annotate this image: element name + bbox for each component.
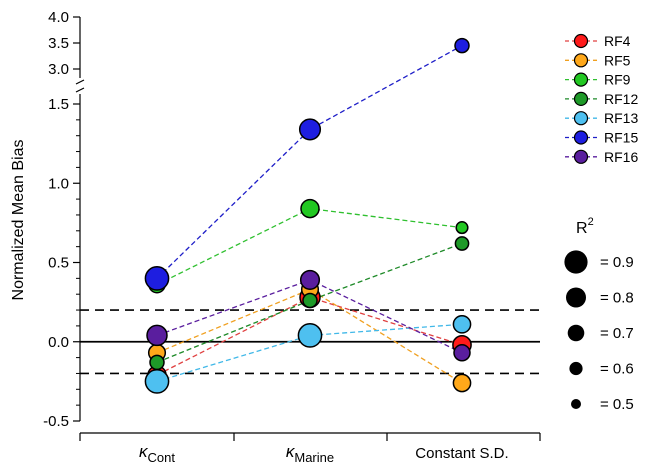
- y-axis-label: Normalized Mean Bias: [10, 140, 27, 301]
- data-points: [144, 37, 472, 394]
- x-tick-label: Constant S.D.: [415, 445, 508, 462]
- axis-break-mark: [75, 87, 85, 93]
- x-tick-label: κMarine: [286, 442, 334, 465]
- legend-marker: [573, 111, 589, 126]
- point-rf12: [454, 236, 470, 251]
- y-tick-label: 4.0: [48, 9, 69, 26]
- point-rf15: [298, 118, 322, 141]
- point-rf13: [144, 369, 170, 394]
- point-rf9: [455, 221, 469, 235]
- y-tick-label: 3.0: [48, 61, 69, 78]
- point-rf16: [299, 269, 321, 290]
- size-legend-marker: [564, 250, 588, 274]
- size-legend-title: R2: [576, 216, 594, 237]
- legend-label: RF16: [604, 149, 638, 165]
- series-line-rf5: [156, 288, 463, 384]
- legend-label: RF4: [604, 33, 631, 49]
- legend-marker: [573, 91, 589, 107]
- point-rf13: [452, 314, 472, 334]
- size-legend-label: = 0.7: [600, 325, 634, 342]
- y-tick-label: -0.5: [43, 413, 69, 430]
- point-rf12: [302, 292, 318, 309]
- size-legend-marker: [569, 361, 583, 376]
- point-rf16: [146, 324, 168, 347]
- legend-label: RF9: [604, 72, 631, 88]
- point-rf13: [297, 323, 323, 348]
- size-legend-marker: [566, 287, 586, 308]
- axes: -0.5 0.0 0.5 1.0 1.5 3.0 3.5 4.0 κCont κMarine Con…: [43, 9, 541, 465]
- legend-marker: [573, 53, 589, 68]
- size-legend-label: = 0.6: [600, 361, 634, 378]
- point-rf5: [452, 373, 472, 393]
- y-tick-label: 3.5: [48, 35, 69, 52]
- series-line-rf12: [156, 242, 463, 364]
- size-legend: R2 = 0.9 = 0.8 = 0.7 = 0.6 = 0.5: [564, 216, 634, 413]
- legend-marker: [573, 130, 589, 145]
- size-legend-marker: [571, 399, 581, 409]
- y-tick-label: 1.5: [48, 96, 69, 113]
- axis-break-mark: [75, 79, 85, 85]
- point-rf16: [453, 344, 471, 362]
- point-rf15: [454, 37, 470, 54]
- point-rf9: [300, 198, 320, 219]
- size-legend-label: = 0.5: [600, 396, 634, 413]
- size-legend-marker: [567, 324, 585, 342]
- series-line-rf15: [156, 45, 463, 279]
- legend-marker: [573, 33, 589, 49]
- y-tick-label: 1.0: [48, 175, 69, 192]
- size-legend-label: = 0.9: [600, 254, 634, 271]
- legend-label: RF13: [604, 110, 638, 126]
- point-rf15: [144, 266, 170, 291]
- size-legend-label: = 0.8: [600, 290, 634, 307]
- legend-marker: [573, 149, 589, 164]
- point-rf12: [149, 354, 165, 371]
- legend-label: RF5: [604, 52, 631, 68]
- legend-label: RF12: [604, 91, 638, 107]
- y-tick-label: 0.5: [48, 255, 69, 272]
- legend: RF4 RF5 RF9 RF12 RF13 RF15 RF16: [565, 33, 638, 165]
- legend-marker: [573, 72, 589, 87]
- x-tick-label: κCont: [139, 442, 175, 465]
- y-tick-label: 0.0: [48, 334, 69, 351]
- legend-label: RF15: [604, 130, 638, 146]
